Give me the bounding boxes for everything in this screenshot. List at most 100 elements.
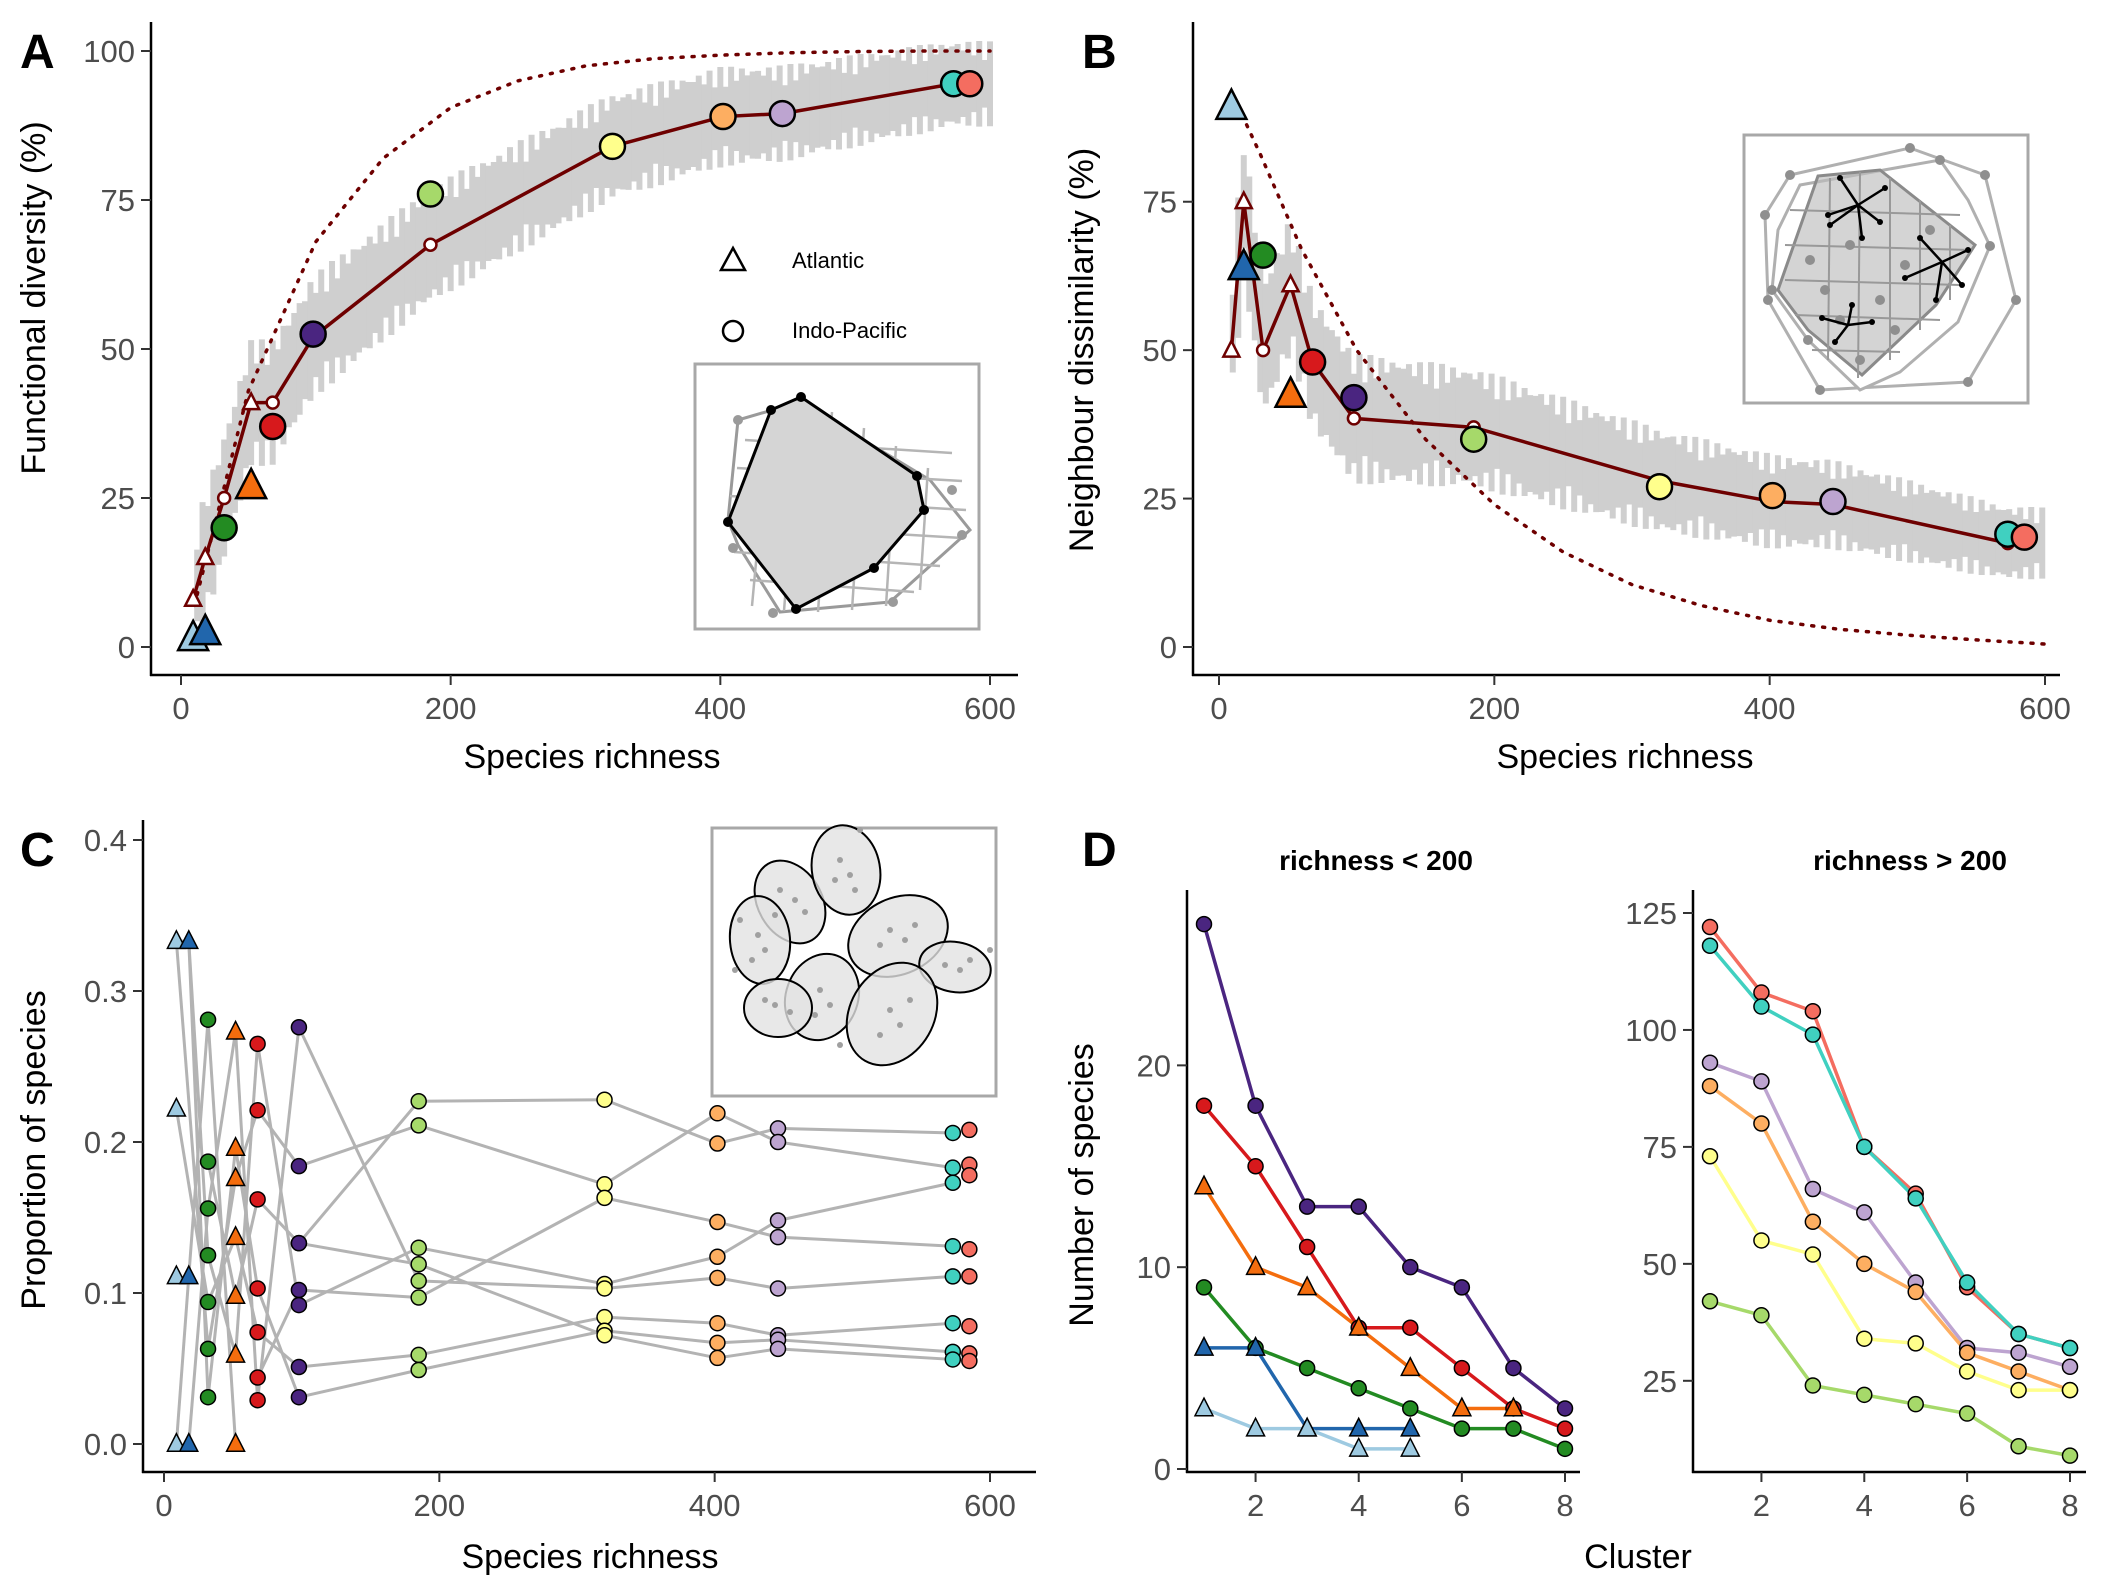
panel-b-observed-point — [1340, 383, 1368, 412]
panel-c-connector — [604, 1196, 718, 1224]
panel-c-point — [944, 1174, 962, 1192]
panel-d-right-series-point — [1804, 1213, 1822, 1230]
panel-c-point — [199, 1247, 217, 1264]
panel-b-null-mean-point — [1221, 338, 1242, 358]
panel-c: C 0 200 400 600 0.0 0.1 0.2 0.3 0.4 Species rich… — [15, 820, 1036, 1576]
panel-d-right-y-tick-label: 75 — [1643, 1130, 1677, 1165]
panel-d-right-series-point — [1701, 937, 1719, 954]
panel-c-point — [290, 1281, 308, 1299]
panel-a-x-label: Species richness — [463, 738, 720, 776]
panel-b-observed-point — [1298, 348, 1327, 376]
inset-grid — [1784, 171, 1971, 379]
panel-c-point — [410, 1346, 427, 1364]
panel-c-y-tick-label: 0.3 — [84, 974, 127, 1009]
panel-c-connector — [717, 1126, 779, 1145]
panel-c-point — [225, 1284, 246, 1305]
panel-d-right-series-point — [1907, 1190, 1924, 1207]
panel-b-null-mean-point — [1346, 411, 1362, 426]
panel-d-y-label: Number of species — [1063, 1043, 1101, 1326]
panel-b-observed-point — [1758, 481, 1787, 510]
panel-c-point — [769, 1212, 787, 1229]
panel-d-left-y-tick-label: 10 — [1137, 1250, 1171, 1285]
panel-a-x-tick-label: 400 — [694, 691, 746, 726]
panel-c-connector — [717, 1321, 779, 1337]
panel-c-connector — [603, 1112, 719, 1186]
panel-c-connector — [777, 1338, 953, 1354]
panel-d-left-series-point — [1348, 1416, 1369, 1437]
panel-d-right-x-tick-label: 6 — [1959, 1488, 1976, 1523]
panel-d-left-series-point — [1245, 1416, 1266, 1437]
panel-d-right-series-point — [2010, 1438, 2027, 1455]
panel-a-ticks: 0 200 400 600 0 25 50 75 100 — [83, 34, 1016, 726]
panel-c-point — [944, 1124, 962, 1142]
panel-c-point — [225, 1019, 246, 1040]
panel-c-point — [249, 1035, 266, 1053]
panel-d-left-series-point — [1402, 1258, 1419, 1276]
panel-d-left-series-point — [1400, 1436, 1421, 1457]
panel-c-point — [944, 1159, 962, 1176]
panel-d-right-series-point — [1856, 1330, 1873, 1347]
panel-a-null-mean-point — [195, 545, 216, 566]
panel-d-right-lines — [1701, 918, 2079, 1464]
panel-d-left-series-point — [1193, 1174, 1215, 1195]
panel-d-left-series-point — [1400, 1416, 1421, 1437]
panel-b-observed-layer — [1214, 86, 2039, 551]
panel-a-x-tick-label: 600 — [964, 691, 1016, 726]
panel-d-right-series-point — [2010, 1381, 2027, 1399]
panel-d-right-series-point — [1701, 918, 1719, 936]
panel-d-right-x-tick-label: 8 — [2061, 1488, 2078, 1523]
panel-c-point — [709, 1135, 726, 1152]
panel-c-point — [769, 1280, 787, 1297]
panel-a-y-label: Functional diversity (%) — [15, 121, 53, 474]
panel-a-null-mean-line — [191, 82, 970, 600]
panel-d-left-series-point — [1195, 1279, 1213, 1296]
panel-b-null-mean-line — [1229, 201, 2025, 545]
panel-b-observed-point — [1273, 374, 1308, 409]
panel-c-point — [199, 1388, 217, 1406]
panel-d-left-series-point — [1296, 1416, 1318, 1437]
panel-c-connector — [604, 1329, 718, 1345]
panel-c-point — [769, 1228, 787, 1246]
panel-d-right-series-line — [1708, 944, 2071, 1350]
panel-d-right-series-point — [2061, 1381, 2079, 1399]
panel-a-y-tick-label: 100 — [83, 34, 135, 69]
panel-a-observed-point — [768, 99, 797, 128]
panel-c-point — [225, 1225, 246, 1246]
panel-c-connector — [777, 1126, 953, 1135]
panel-d-right-series-line — [1708, 1084, 2071, 1392]
panel-c-point — [199, 1293, 217, 1311]
panel-b-y-label: Neighbour dissimilarity (%) — [1063, 148, 1101, 552]
panel-c-y-tick-label: 0.4 — [84, 823, 127, 858]
panel-d-right-series-point — [1804, 1002, 1822, 1020]
panel-c-point — [944, 1314, 962, 1332]
panel-c-point — [249, 1280, 266, 1297]
panel-c-point — [961, 1268, 978, 1285]
panel-a-inset-hull-diagram — [693, 362, 981, 631]
panel-d-left-x-tick-label: 6 — [1453, 1488, 1470, 1523]
panel-d-right-series-point — [1753, 1232, 1770, 1249]
panel-d-left-series-point — [1400, 1356, 1421, 1377]
panel-c-connector — [234, 1199, 260, 1297]
panel-d-right-series-point — [1753, 998, 1770, 1015]
panel-a-null-mean-point — [265, 395, 280, 410]
panel-c-connector — [777, 1274, 953, 1290]
panel-b-y-tick-label: 0 — [1160, 630, 1177, 665]
panel-a-x-tick-label: 200 — [425, 691, 477, 726]
panel-b-x-tick-label: 400 — [1744, 691, 1796, 726]
panel-b-null-mean-point — [1280, 272, 1301, 293]
panel-c-point — [709, 1248, 726, 1266]
panel-c-point — [410, 1272, 427, 1290]
panel-d-left-series-point — [1298, 1198, 1316, 1215]
panel-d-right-series-point — [1753, 1115, 1770, 1132]
inset-arrow-heads — [1819, 175, 1971, 345]
panel-a-observed-point — [258, 412, 287, 441]
panel-c-connectors — [174, 939, 954, 1445]
panel-d-right-x-tick-label: 2 — [1753, 1488, 1770, 1523]
panel-letter-a: A — [20, 26, 55, 79]
panel-c-connector — [777, 1321, 953, 1337]
panel-c-point — [199, 1153, 217, 1170]
panel-d-right-y-tick-label: 50 — [1643, 1247, 1677, 1282]
panel-c-point — [166, 1264, 187, 1285]
panel-d-right-series-point — [1907, 1335, 1924, 1352]
panel-c-connector — [206, 1254, 238, 1356]
